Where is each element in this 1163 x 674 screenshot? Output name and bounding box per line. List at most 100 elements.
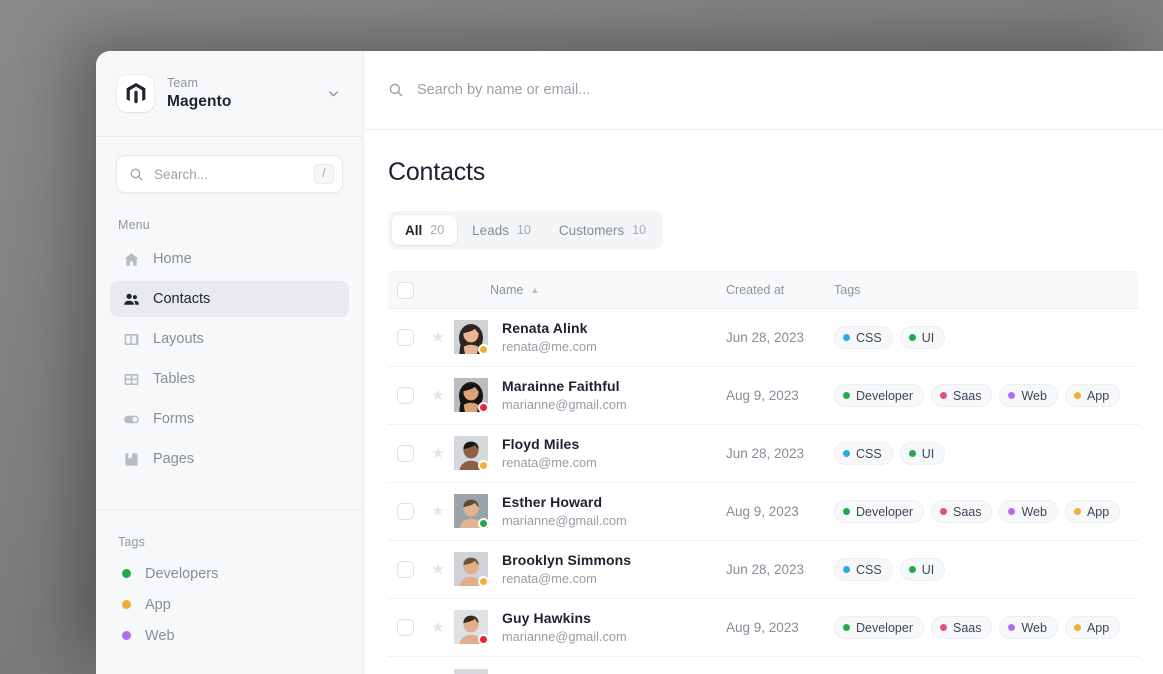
- tag-chip[interactable]: UI: [899, 442, 946, 465]
- avatar-image: [454, 668, 488, 674]
- tag-chip-label: App: [1086, 388, 1110, 403]
- table-row[interactable]: ★ Renata Alink renata@me.com Jun 28, 202…: [388, 309, 1139, 367]
- row-select-checkbox[interactable]: [396, 561, 414, 578]
- sidebar-item-label: Home: [153, 251, 192, 267]
- table-icon: [122, 370, 140, 388]
- tab-customers[interactable]: Customers 10: [546, 215, 659, 245]
- sidebar-search-input[interactable]: Search... /: [116, 155, 343, 193]
- row-select-checkbox[interactable]: [396, 503, 414, 520]
- tag-chip[interactable]: UI: [899, 326, 946, 349]
- table-header-row: Name ▲ Created at Tags: [388, 271, 1139, 309]
- tag-chip[interactable]: Developer: [834, 384, 924, 407]
- tag-color-dot: [122, 631, 131, 640]
- team-switcher[interactable]: Team Magento: [96, 51, 363, 137]
- tag-chip-label: Web: [1021, 620, 1047, 635]
- contact-tags: Developer Saas Web App: [834, 500, 1139, 523]
- avatar: [454, 320, 489, 356]
- tag-chip-label: UI: [921, 330, 935, 345]
- status-indicator-dot: [478, 460, 489, 472]
- sidebar-tag-label: Developers: [145, 565, 219, 582]
- column-header-tags[interactable]: Tags: [834, 283, 861, 297]
- select-all-checkbox[interactable]: [396, 281, 414, 299]
- tag-chip-label: App: [1086, 504, 1110, 519]
- sidebar-tag-web[interactable]: Web: [110, 620, 349, 651]
- row-select-checkbox[interactable]: [396, 619, 414, 636]
- sidebar-item-home[interactable]: Home: [110, 241, 349, 277]
- tag-chip[interactable]: CSS: [834, 442, 893, 465]
- sidebar-divider: [96, 509, 363, 510]
- tag-chip-label: CSS: [856, 562, 882, 577]
- tag-color-dot: [939, 624, 947, 631]
- row-select-checkbox[interactable]: [396, 445, 414, 462]
- tag-color-dot: [843, 334, 850, 341]
- sidebar-item-label: Forms: [153, 411, 195, 427]
- contact-email: renata@me.com: [502, 571, 597, 587]
- contact-created-at: Jun 28, 2023: [726, 329, 805, 345]
- sidebar-tag-developers[interactable]: Developers: [110, 558, 349, 589]
- contact-email: marianne@gmail.com: [502, 397, 627, 413]
- tag-color-dot: [1008, 508, 1016, 515]
- tag-color-dot: [1073, 624, 1081, 631]
- tag-color-dot: [908, 566, 916, 573]
- avatar-image: [454, 378, 488, 413]
- table-row[interactable]: ★ Guy Hawkins marianne@gmail.com Aug 9, …: [388, 599, 1139, 657]
- sidebar-item-pages[interactable]: Pages: [110, 441, 349, 477]
- contact-name: Guy Hawkins: [502, 609, 592, 626]
- tag-chip[interactable]: Saas: [930, 616, 993, 639]
- contact-created-at: Aug 9, 2023: [726, 619, 799, 635]
- star-icon[interactable]: ★: [431, 329, 445, 346]
- table-row[interactable]: ★ Brooklyn Simmons renata@me.com Jun 28,…: [388, 541, 1139, 599]
- avatar: [454, 552, 489, 588]
- tag-chip[interactable]: Web: [999, 384, 1058, 407]
- sidebar-item-forms[interactable]: Forms: [110, 401, 349, 437]
- tag-chip[interactable]: CSS: [834, 326, 893, 349]
- tag-chip[interactable]: App: [1064, 616, 1121, 639]
- row-select-checkbox[interactable]: [396, 387, 414, 404]
- tag-chip-label: UI: [921, 446, 935, 461]
- table-row[interactable]: ★ Albert Flores Jun 28, 2023 CSS UI: [388, 657, 1139, 674]
- top-search-placeholder: Search by name or email...: [417, 82, 591, 98]
- sidebar-tag-app[interactable]: App: [110, 589, 349, 620]
- tag-chip[interactable]: App: [1064, 500, 1121, 523]
- tag-chip[interactable]: Saas: [930, 384, 993, 407]
- tab-leads[interactable]: Leads 10: [459, 215, 544, 245]
- column-header-name[interactable]: Name ▲: [454, 283, 726, 297]
- tab-all[interactable]: All 20: [392, 215, 458, 245]
- contact-email: marianne@gmail.com: [502, 513, 627, 529]
- sidebar-item-tables[interactable]: Tables: [110, 361, 349, 397]
- pages-icon: [122, 450, 140, 468]
- contact-name: Brooklyn Simmons: [502, 551, 632, 568]
- sort-ascending-caret-icon[interactable]: ▲: [530, 284, 540, 295]
- star-icon[interactable]: ★: [431, 619, 445, 636]
- status-indicator-dot: [478, 402, 489, 414]
- tag-chip[interactable]: CSS: [834, 558, 893, 581]
- row-select-checkbox[interactable]: [396, 329, 414, 346]
- tag-chip[interactable]: Developer: [834, 500, 924, 523]
- star-icon[interactable]: ★: [431, 387, 445, 404]
- sidebar-item-layouts[interactable]: Layouts: [110, 321, 349, 357]
- chevron-down-icon[interactable]: [326, 86, 343, 101]
- table-row[interactable]: ★ Esther Howard marianne@gmail.com Aug 9…: [388, 483, 1139, 541]
- tag-color-dot: [908, 450, 916, 457]
- star-icon[interactable]: ★: [431, 445, 445, 462]
- tag-chip[interactable]: UI: [899, 558, 946, 581]
- column-header-created-at[interactable]: Created at: [726, 283, 785, 297]
- sidebar-item-contacts[interactable]: Contacts: [110, 281, 349, 317]
- top-search-bar[interactable]: Search by name or email...: [364, 51, 1163, 130]
- tag-chip[interactable]: Developer: [834, 616, 924, 639]
- tag-chip[interactable]: Web: [999, 500, 1058, 523]
- home-icon: [122, 250, 140, 268]
- tag-chip[interactable]: App: [1064, 384, 1121, 407]
- tag-chip[interactable]: Web: [999, 616, 1058, 639]
- star-icon[interactable]: ★: [431, 561, 445, 578]
- magento-logo-icon: [117, 75, 154, 112]
- tag-chip[interactable]: Saas: [930, 500, 993, 523]
- table-row[interactable]: ★ Floyd Miles renata@me.com Jun 28, 2023…: [388, 425, 1139, 483]
- contact-email: renata@me.com: [502, 455, 597, 471]
- people-icon: [122, 290, 140, 308]
- avatar: [454, 436, 489, 472]
- search-shortcut-key: /: [314, 164, 334, 184]
- star-icon[interactable]: ★: [431, 503, 445, 520]
- tag-chip-label: CSS: [856, 330, 882, 345]
- table-row[interactable]: ★ Marainne Faithful marianne@gmail.com A…: [388, 367, 1139, 425]
